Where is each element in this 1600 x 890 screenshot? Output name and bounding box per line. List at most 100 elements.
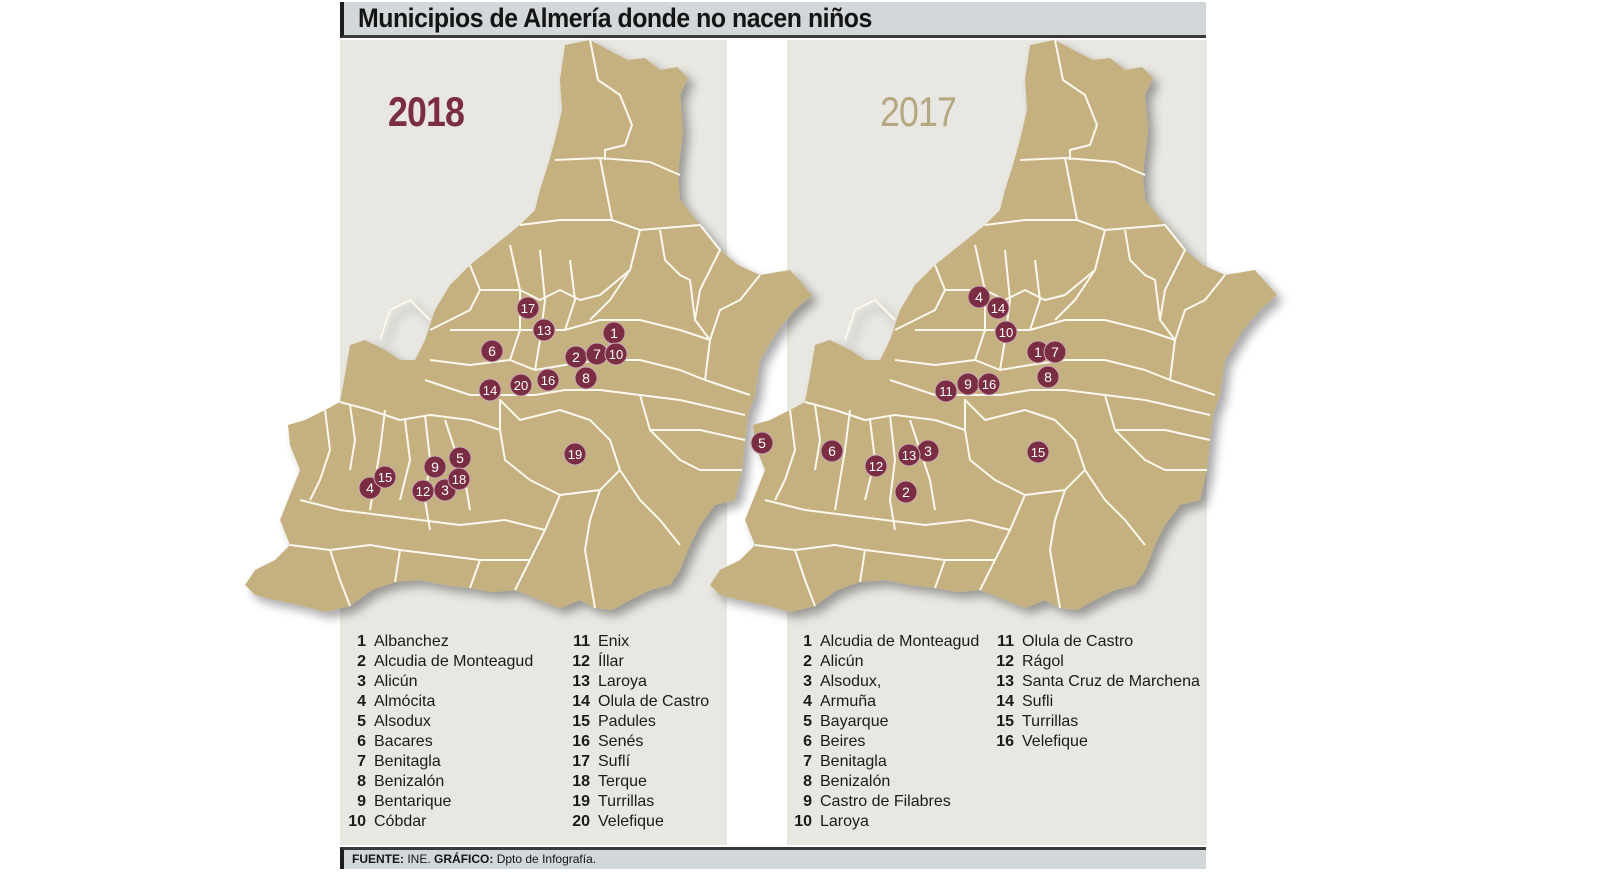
- svg-text:4: 4: [366, 480, 374, 496]
- svg-text:14: 14: [991, 301, 1005, 316]
- map-marker: 18: [447, 467, 471, 491]
- legend-item: 4 Almócita: [357, 693, 436, 710]
- map-marker: 19: [563, 442, 587, 466]
- svg-text:5: 5: [456, 450, 464, 466]
- map-marker: 3: [916, 439, 940, 463]
- legend-item: 15 Padules: [572, 713, 656, 730]
- map-marker: 6: [480, 339, 504, 363]
- legend-item: 16 Senés: [572, 733, 644, 750]
- legend-item: 10 Laroya: [794, 813, 869, 830]
- map-marker: 10: [604, 342, 628, 366]
- svg-text:2: 2: [902, 484, 910, 500]
- svg-text:16: 16: [982, 377, 996, 392]
- svg-text:8: 8: [1044, 369, 1052, 385]
- svg-text:13: 13: [902, 448, 916, 463]
- year-label-2017: 2017: [880, 88, 957, 135]
- svg-text:15: 15: [1031, 445, 1045, 460]
- legend-item: 13 Laroya: [572, 673, 647, 690]
- svg-text:17: 17: [521, 301, 535, 316]
- map-marker: 1: [602, 321, 626, 345]
- legend-item: 8 Benizalón: [803, 773, 891, 790]
- legend-item: 13 Santa Cruz de Marchena: [996, 673, 1200, 690]
- map-marker: 15: [1026, 440, 1050, 464]
- title-bar: Municipios de Almería donde no nacen niñ…: [340, 2, 1206, 38]
- svg-text:9: 9: [431, 459, 439, 475]
- legend-item: 9 Castro de Filabres: [803, 793, 951, 810]
- map-marker: 13: [897, 443, 921, 467]
- legend-item: 4 Armuña: [803, 693, 877, 710]
- legend-item: 14 Olula de Castro: [572, 693, 710, 710]
- map-marker: 8: [1036, 365, 1060, 389]
- svg-text:10: 10: [999, 325, 1013, 340]
- map-marker: 6: [820, 439, 844, 463]
- graphic-label: GRÁFICO:: [434, 852, 494, 866]
- legend-item: 2 Alcudia de Monteagud: [357, 653, 534, 670]
- svg-text:13: 13: [537, 323, 551, 338]
- map-marker: 1: [1026, 340, 1050, 364]
- map-marker: 17: [516, 296, 540, 320]
- legend-item: 5 Alsodux: [357, 713, 431, 730]
- legend-item: 12 Íllar: [572, 653, 624, 670]
- svg-text:6: 6: [828, 443, 836, 459]
- map-marker: 20: [509, 373, 533, 397]
- legend-item: 12 Rágol: [996, 653, 1064, 670]
- legend-item: 6 Bacares: [357, 733, 433, 750]
- map-marker: 13: [532, 318, 556, 342]
- svg-text:8: 8: [582, 370, 590, 386]
- legend-item: 9 Bentarique: [357, 793, 452, 810]
- legend-item: 3 Alsodux,: [803, 673, 882, 690]
- legend-item: 2 Alicún: [803, 653, 864, 670]
- legend-2017-col1: 1 Alcudia de Monteagud 2 Alicún 3 Alsodux, …: [788, 632, 979, 832]
- map-marker: 14: [478, 378, 502, 402]
- svg-text:7: 7: [1051, 344, 1059, 360]
- map-marker: 10: [994, 320, 1018, 344]
- map-marker: 12: [411, 479, 435, 503]
- svg-text:9: 9: [964, 376, 972, 392]
- map-marker: 5: [448, 446, 472, 470]
- legend-item: 10 Cóbdar: [348, 813, 427, 830]
- map-marker: 11: [934, 379, 958, 403]
- svg-text:7: 7: [593, 346, 601, 362]
- legend-item: 17 Suflí: [572, 753, 631, 770]
- map-2017: [709, 39, 1278, 613]
- legend-item: 16 Velefique: [996, 733, 1088, 750]
- legend-item: 3 Alicún: [357, 673, 418, 690]
- svg-text:18: 18: [452, 472, 466, 487]
- source-value: INE.: [407, 852, 431, 866]
- legend-item: 1 Albanchez: [357, 633, 449, 650]
- map-marker: 5: [750, 431, 774, 455]
- svg-text:11: 11: [939, 384, 953, 399]
- legend-item: 1 Alcudia de Monteagud: [803, 633, 980, 650]
- map-marker: 15: [373, 465, 397, 489]
- svg-text:1: 1: [1034, 344, 1042, 360]
- map-marker: 4: [967, 285, 991, 309]
- legend-item: 6 Beires: [803, 733, 866, 750]
- svg-text:12: 12: [416, 484, 430, 499]
- svg-text:3: 3: [441, 482, 449, 498]
- legend-2018-col1: 1 Albanchez 2 Alcudia de Monteagud 3 Alicún…: [342, 632, 533, 832]
- legend-item: 11 Enix: [573, 633, 630, 650]
- map-marker: 16: [536, 368, 560, 392]
- legend-item: 14 Sufli: [996, 693, 1054, 710]
- legend-item: 11 Olula de Castro: [997, 633, 1134, 650]
- map-marker: 9: [956, 372, 980, 396]
- map-marker: 7: [1043, 340, 1067, 364]
- svg-text:12: 12: [869, 459, 883, 474]
- legend-item: 8 Benizalón: [357, 773, 445, 790]
- legend-item: 7 Benitagla: [803, 753, 887, 770]
- svg-text:10: 10: [609, 347, 623, 362]
- markers-2018: 12 3 4 5 6 78 9 10 12 13 14 15 16 17 18 19 20: [358, 296, 628, 503]
- svg-text:19: 19: [568, 447, 582, 462]
- footer-credits: FUENTE: INE. GRÁFICO: Dpto de Infografía…: [340, 847, 1206, 869]
- graphic-value: Dpto de Infografía.: [496, 852, 597, 866]
- legend-item: 20 Velefique: [572, 813, 664, 830]
- svg-text:20: 20: [514, 378, 528, 393]
- source-label: FUENTE:: [352, 852, 404, 866]
- legend-item: 18 Terque: [572, 773, 647, 790]
- map-marker: 12: [864, 454, 888, 478]
- legend-item: 19 Turrillas: [572, 793, 655, 810]
- map-marker: 2: [564, 345, 588, 369]
- svg-text:15: 15: [378, 470, 392, 485]
